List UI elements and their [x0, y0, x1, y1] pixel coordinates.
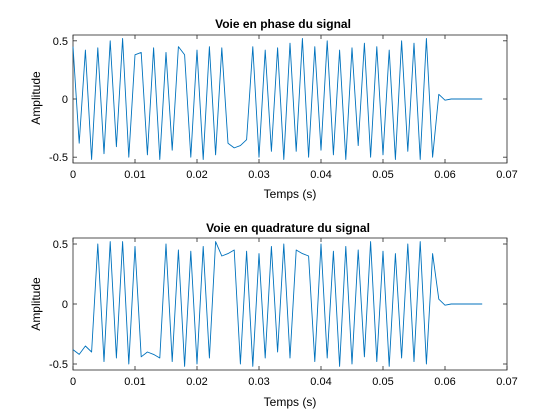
x-tick-label: 0.03: [248, 376, 269, 388]
x-axis-label: Temps (s): [264, 187, 317, 201]
x-tick-label: 0.05: [372, 169, 393, 181]
x-tick-label: 0.01: [124, 376, 145, 388]
x-tick-label: 0.02: [186, 169, 207, 181]
x-tick-label: 0.06: [434, 169, 455, 181]
x-tick-label: 0.07: [496, 376, 517, 388]
y-tick-label: -0.5: [49, 359, 68, 371]
chart-title: Voie en phase du signal: [215, 17, 351, 31]
x-tick-label: 0.06: [434, 376, 455, 388]
y-tick-label: -0.5: [49, 152, 68, 164]
y-tick-label: 0.5: [53, 239, 68, 251]
x-tick-label: 0: [70, 169, 76, 181]
x-tick-label: 0.01: [124, 169, 145, 181]
x-tick-label: 0.05: [372, 376, 393, 388]
x-tick-label: 0.03: [248, 169, 269, 181]
x-axis-label: Temps (s): [264, 395, 317, 409]
x-tick-label: 0.02: [186, 376, 207, 388]
x-tick-label: 0: [70, 376, 76, 388]
x-tick-label: 0.07: [496, 169, 517, 181]
plot-area: [72, 237, 508, 371]
subplot-inphase: Voie en phase du signal Amplitude Temps …: [29, 17, 518, 201]
y-tick-label: 0.5: [53, 36, 68, 48]
y-tick-label: 0: [62, 94, 68, 106]
y-axis-label: Amplitude: [29, 277, 43, 331]
plot-area: [72, 34, 508, 164]
x-tick-label: 0.04: [310, 376, 331, 388]
series-line: [72, 38, 483, 160]
subplot-quadrature: Voie en quadrature du signal Amplitude T…: [29, 221, 518, 409]
y-axis-label: Amplitude: [29, 71, 43, 125]
series-line: [72, 241, 483, 367]
y-tick-label: 0: [62, 299, 68, 311]
x-tick-label: 0.04: [310, 169, 331, 181]
chart-title: Voie en quadrature du signal: [206, 221, 370, 235]
